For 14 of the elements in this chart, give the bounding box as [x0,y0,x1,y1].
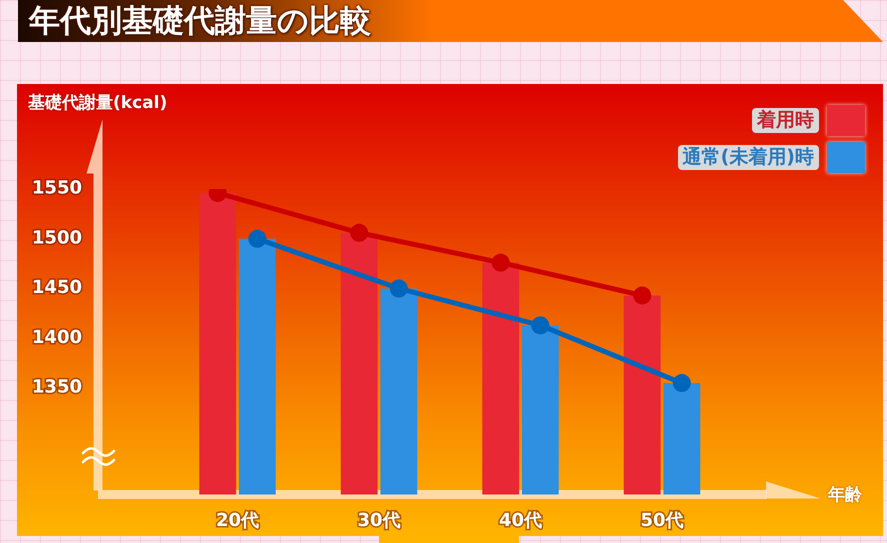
y-axis-title: 基礎代謝量(kcal) [28,92,168,114]
x-axis-title: 年齢 [828,484,862,506]
x-tick-label: 20代 [216,510,260,531]
y-tick-label: 1550 [32,178,82,199]
x-tick-label: 30代 [357,510,401,531]
y-tick-label: 1450 [32,277,82,298]
chart-title: 年代別基礎代謝量の比較 [29,3,371,39]
x-tick-label: 40代 [498,510,542,531]
legend-label: 通常(未着用)時 [678,145,819,170]
legend-label: 着用時 [752,108,819,133]
x-tick-label: 50代 [640,510,684,531]
y-tick-label: 1350 [32,376,82,398]
y-tick-label: 1400 [32,326,82,348]
y-tick-label: 1500 [32,227,82,248]
